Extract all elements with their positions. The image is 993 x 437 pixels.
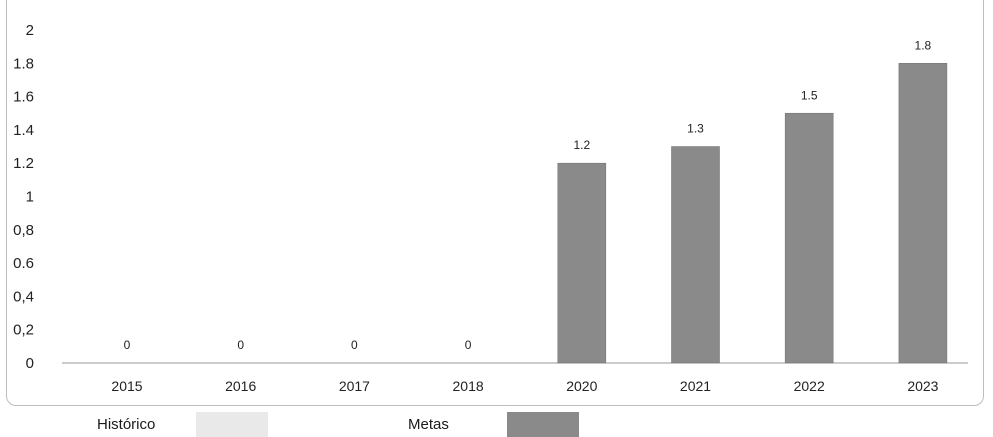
x-tick-label: 2015: [111, 378, 142, 394]
y-axis: 0 0,2 0,4 0.6 0,8 1 1.2 1.4 1.6 1.8 2: [13, 22, 34, 372]
bar: [898, 62, 948, 364]
y-tick-label: 1.2: [13, 155, 34, 172]
data-labels: 0 0 0 0 1.2 1.3 1.5 1.8: [124, 38, 932, 352]
data-label: 0: [124, 338, 131, 352]
x-tick-label: 2017: [339, 378, 370, 394]
data-label: 0: [465, 338, 472, 352]
bar-chart: 0 0,2 0,4 0.6 0,8 1 1.2 1.4 1.6 1.8 2 2015 2016 2017…: [13, 22, 968, 394]
x-tick-label: 2020: [566, 378, 597, 394]
y-tick-label: 2: [26, 22, 34, 39]
data-label: 1.8: [915, 38, 932, 52]
bar: [557, 162, 607, 364]
y-tick-label: 1: [26, 189, 34, 206]
y-tick-label: 1.6: [13, 89, 34, 106]
x-axis: 2015 2016 2017 2018 2020 2021 2022 2023: [111, 378, 938, 394]
legend: Histórico Metas: [0, 412, 993, 437]
x-tick-label: 2018: [453, 378, 484, 394]
bars: [557, 62, 948, 364]
y-tick-label: 0.6: [13, 255, 34, 272]
bar: [784, 112, 834, 364]
legend-swatch-historico: [196, 412, 268, 437]
chart-frame: [6, 0, 984, 406]
data-label: 1.2: [573, 138, 590, 152]
y-tick-label: 0,4: [13, 288, 34, 305]
data-label: 0: [237, 338, 244, 352]
y-tick-label: 0,2: [13, 322, 34, 339]
y-tick-label: 0: [26, 355, 34, 372]
legend-label-metas: Metas: [408, 416, 449, 433]
data-label: 1.5: [801, 88, 818, 102]
x-tick-label: 2016: [225, 378, 256, 394]
legend-label-historico: Histórico: [97, 416, 156, 433]
data-label: 1.3: [687, 122, 704, 136]
legend-item-metas: Metas: [408, 412, 449, 437]
x-tick-label: 2023: [907, 378, 938, 394]
data-label: 0: [351, 338, 358, 352]
legend-item-historico: Histórico: [97, 412, 155, 437]
legend-swatch-metas: [507, 412, 579, 437]
y-tick-label: 0,8: [13, 222, 34, 239]
x-tick-label: 2022: [794, 378, 825, 394]
y-tick-label: 1.8: [13, 55, 34, 72]
bar: [671, 146, 720, 364]
x-tick-label: 2021: [680, 378, 711, 394]
y-tick-label: 1.4: [13, 122, 34, 139]
